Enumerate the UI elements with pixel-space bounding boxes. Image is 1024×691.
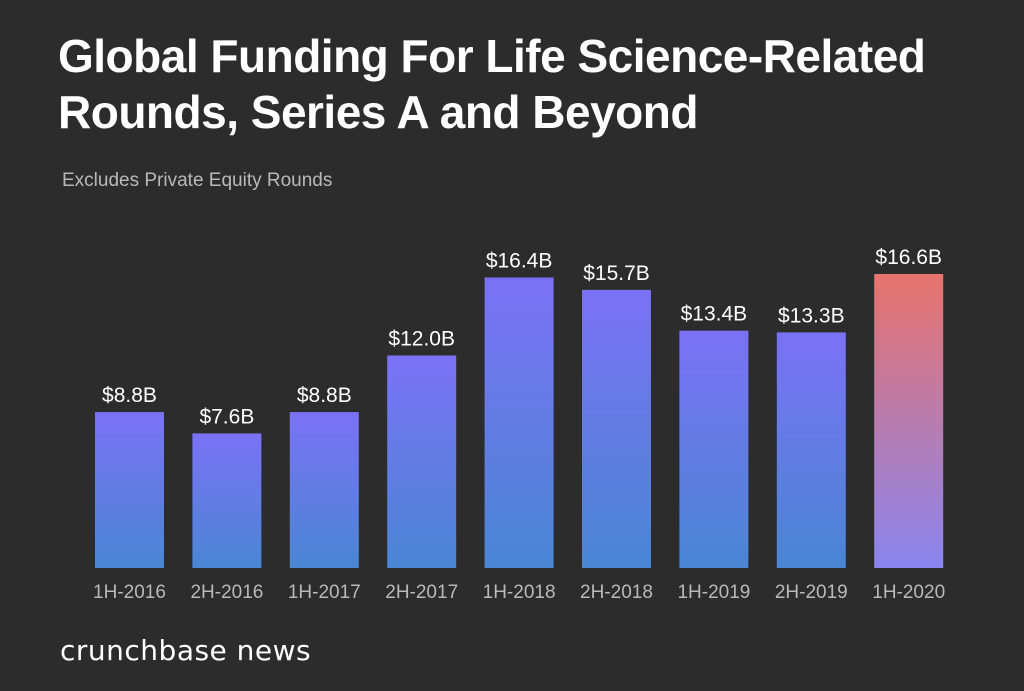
x-tick-2H-2017: 2H-2017 bbox=[385, 582, 458, 603]
bar-1H-2016 bbox=[95, 412, 164, 568]
data-label-2H-2016: $7.6B bbox=[199, 405, 254, 428]
x-tick-2H-2019: 2H-2019 bbox=[775, 582, 848, 603]
x-tick-1H-2018: 1H-2018 bbox=[483, 582, 556, 603]
bar-2H-2016 bbox=[192, 433, 262, 568]
bar-1H-2017 bbox=[289, 412, 359, 568]
x-tick-2H-2018: 2H-2018 bbox=[580, 582, 653, 603]
brand-logo-text: crunchbase news bbox=[60, 634, 312, 667]
data-label-2H-2017: $12.0B bbox=[388, 328, 455, 351]
data-label-2H-2018: $15.7B bbox=[583, 262, 650, 285]
x-tick-1H-2016: 1H-2016 bbox=[93, 582, 166, 603]
x-tick-1H-2017: 1H-2017 bbox=[288, 582, 361, 603]
data-label-1H-2016: $8.8B bbox=[102, 384, 157, 407]
data-label-1H-2017: $8.8B bbox=[297, 384, 352, 407]
bar-2H-2018 bbox=[582, 289, 651, 568]
data-label-2H-2019: $13.3B bbox=[778, 304, 845, 327]
bar-1H-2018 bbox=[484, 277, 554, 568]
bar-2H-2017 bbox=[387, 355, 457, 568]
x-tick-1H-2020: 1H-2020 bbox=[872, 582, 945, 603]
bar-1H-2020 bbox=[874, 274, 944, 568]
bars-group bbox=[95, 274, 944, 568]
data-labels-group: $8.8B $7.6B $8.8B $12.0B $16.4B $15.7B $13.4B $… bbox=[102, 246, 942, 428]
data-label-1H-2020: $16.6B bbox=[875, 246, 942, 269]
bar-2H-2019 bbox=[776, 332, 846, 568]
x-tick-2H-2016: 2H-2016 bbox=[190, 582, 263, 603]
bar-1H-2019 bbox=[679, 330, 749, 568]
chart-subtitle: Excludes Private Equity Rounds bbox=[62, 170, 333, 191]
data-label-1H-2019: $13.4B bbox=[681, 303, 748, 326]
x-tick-1H-2019: 1H-2019 bbox=[677, 582, 750, 603]
data-label-1H-2018: $16.4B bbox=[486, 250, 553, 273]
x-axis-tick-labels: 1H-2016 2H-2016 1H-2017 2H-2017 1H-2018 2H-20… bbox=[93, 582, 945, 603]
chart-title: Global Funding For Life Science-Related … bbox=[58, 30, 926, 138]
